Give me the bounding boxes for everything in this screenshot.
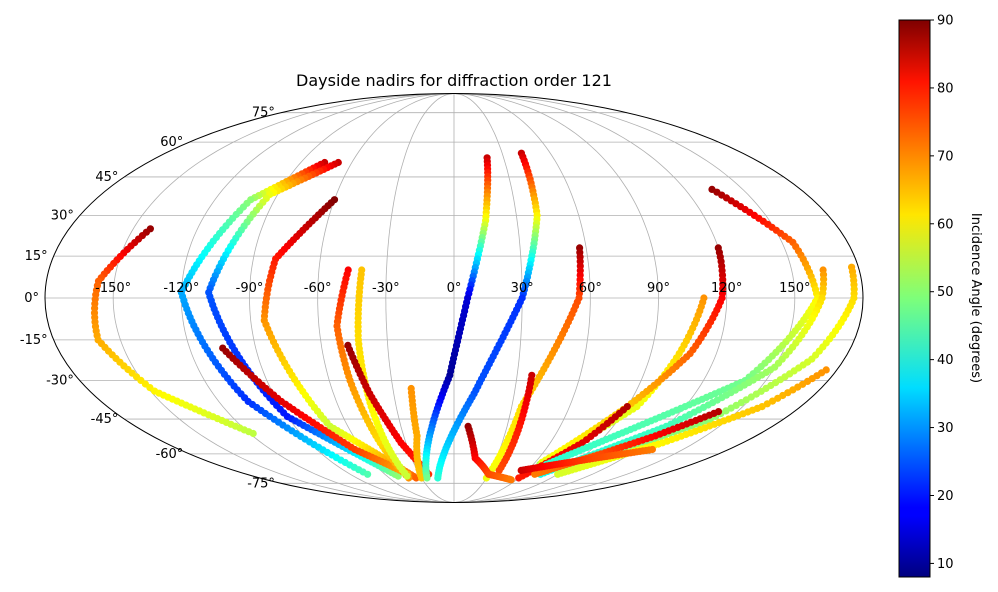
- chart-title: Dayside nadirs for diffraction order 121: [296, 71, 612, 90]
- lat-tick-label: -15°: [20, 333, 48, 348]
- lat-tick-label: 0°: [24, 291, 39, 306]
- lat-tick-label: 45°: [95, 170, 118, 185]
- nadir-point: [531, 470, 539, 478]
- nadir-point: [364, 470, 372, 478]
- lon-tick-label: -120°: [163, 281, 199, 296]
- colorbar-tick-label: 40: [937, 353, 954, 368]
- lat-tick-label: -45°: [91, 412, 119, 427]
- nadir-point: [554, 470, 562, 478]
- colorbar-tick-label: 60: [937, 217, 954, 232]
- lon-tick-label: 30°: [511, 281, 534, 296]
- colorbar-tick-label: 10: [937, 557, 954, 572]
- lon-tick-label: 60°: [579, 281, 602, 296]
- lon-tick-label: 120°: [711, 281, 742, 296]
- nadir-point: [423, 474, 431, 482]
- latitude-tick-labels: -75° -60° -45° -30° -15° 0° 15° 30° 45° 60° 75°: [20, 106, 275, 492]
- lat-tick-label: 75°: [252, 106, 275, 121]
- lon-tick-label: -90°: [236, 281, 264, 296]
- nadir-point: [249, 429, 257, 438]
- lon-tick-label: 150°: [779, 281, 810, 296]
- lat-tick-label: 60°: [160, 135, 183, 150]
- lon-tick-label: 90°: [647, 281, 670, 296]
- colorbar-tick-label: 90: [937, 14, 954, 29]
- lat-tick-label: -75°: [247, 476, 275, 491]
- map-outline: [44, 93, 864, 503]
- nadir-point: [394, 472, 402, 480]
- lat-tick-label: -30°: [46, 374, 74, 389]
- nadir-point: [403, 472, 411, 480]
- nadir-points: [90, 149, 858, 484]
- colorbar-tick-label: 70: [937, 149, 954, 164]
- nadir-point: [495, 466, 503, 474]
- colorbar-ticks: 10 20 30 40 50 60 70 80 90: [930, 14, 954, 572]
- nadir-point: [515, 474, 523, 482]
- map-border: [44, 93, 864, 503]
- colorbar-tick-label: 30: [937, 421, 954, 436]
- colorbar-tick-label: 80: [937, 81, 954, 96]
- lon-tick-label: 0°: [447, 281, 462, 296]
- colorbar: 10 20 30 40 50 60 70 80 90 Incidence Angle (degr…: [898, 14, 983, 578]
- nadir-point: [648, 445, 657, 454]
- lon-tick-label: -150°: [95, 281, 131, 296]
- colorbar-label: Incidence Angle (degrees): [968, 213, 983, 383]
- nadir-point: [434, 474, 442, 482]
- colorbar-gradient: [898, 19, 931, 578]
- colorbar-tick-label: 20: [937, 489, 954, 504]
- lon-tick-label: -60°: [304, 281, 332, 296]
- lat-tick-label: -60°: [156, 447, 184, 462]
- lat-tick-label: 15°: [25, 249, 48, 264]
- longitude-tick-labels: -150° -120° -90° -60° -30° 0° 30° 60° 90° 120° 150…: [95, 281, 810, 296]
- graticule: [45, 93, 863, 503]
- lat-tick-label: 30°: [51, 208, 74, 223]
- lon-tick-label: -30°: [372, 281, 400, 296]
- colorbar-tick-label: 50: [937, 285, 954, 300]
- nadir-point: [507, 476, 515, 484]
